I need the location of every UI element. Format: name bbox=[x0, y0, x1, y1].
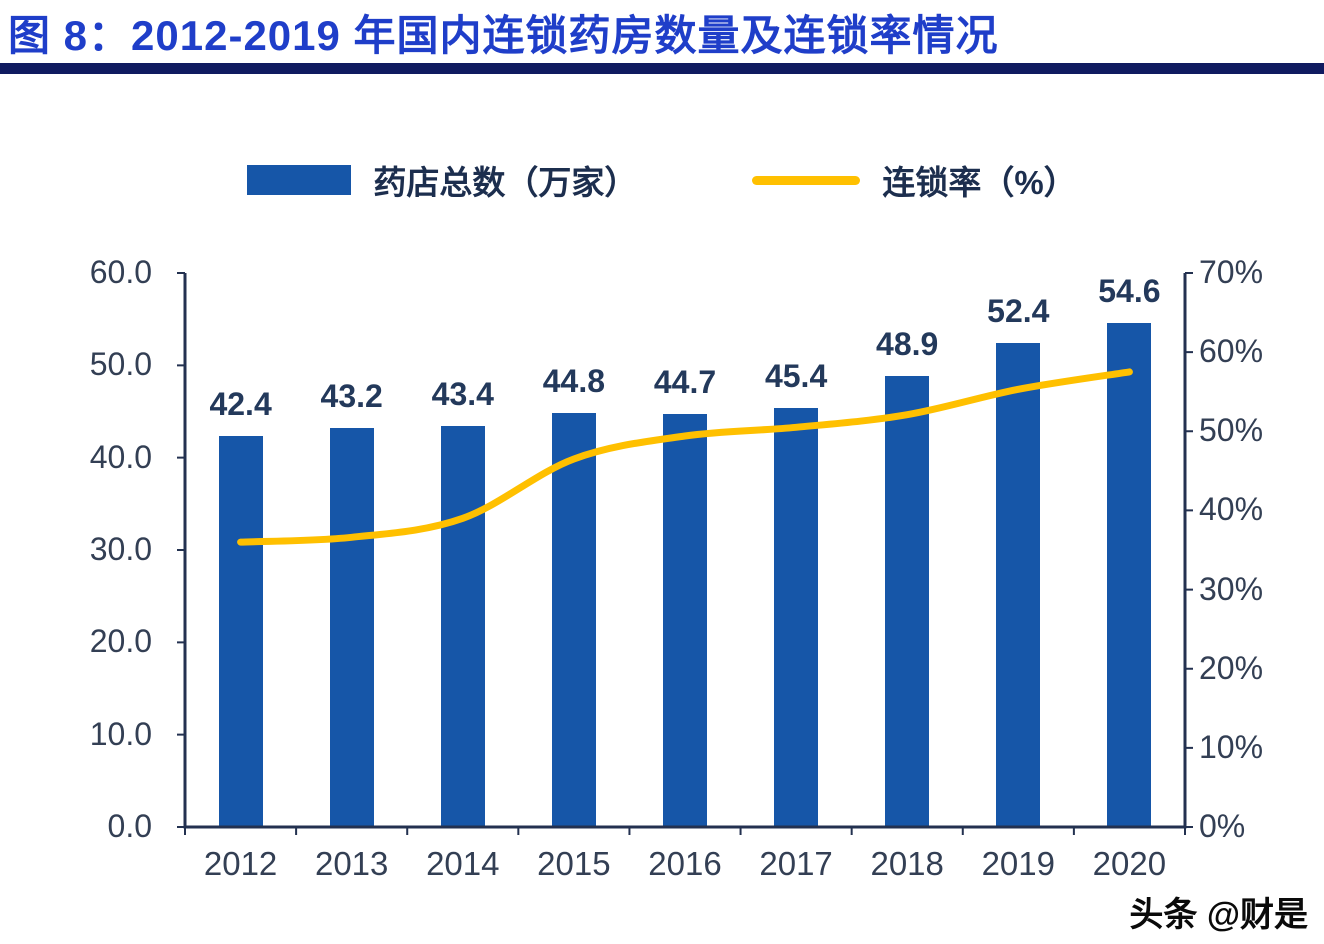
bar-value-label: 48.9 bbox=[876, 325, 939, 362]
left-axis-tick-label: 10.0 bbox=[89, 715, 152, 752]
bar-series-swatch bbox=[247, 165, 352, 195]
left-axis-tick-label: 20.0 bbox=[89, 623, 152, 660]
bar-2013 bbox=[329, 428, 374, 826]
x-tick-label: 2015 bbox=[537, 845, 611, 882]
bar-series-label: 药店总数（万家） bbox=[373, 164, 638, 201]
x-tick-label: 2014 bbox=[426, 845, 500, 882]
right-axis-tick-label: 40% bbox=[1199, 491, 1264, 528]
right-axis-tick-label: 10% bbox=[1199, 728, 1264, 765]
line-series-label: 连锁率（%） bbox=[882, 164, 1077, 201]
bar-2019 bbox=[996, 343, 1041, 826]
bar-value-label: 45.4 bbox=[764, 357, 828, 394]
right-axis-tick-label: 30% bbox=[1199, 570, 1264, 607]
bar-2020 bbox=[1107, 322, 1152, 826]
left-axis-tick-label: 40.0 bbox=[89, 438, 152, 475]
left-axis-tick-label: 60.0 bbox=[89, 254, 152, 290]
right-axis-tick-label: 60% bbox=[1199, 333, 1264, 370]
bar-2014 bbox=[440, 426, 485, 826]
bar-2012 bbox=[218, 435, 263, 826]
line-series-swatch bbox=[752, 175, 861, 185]
title-underline-bar bbox=[0, 63, 1324, 74]
left-axis-tick-label: 0.0 bbox=[107, 808, 152, 844]
right-axis-tick-label: 0% bbox=[1199, 808, 1246, 844]
chart-title: 图 8：2012-2019 年国内连锁药房数量及连锁率情况 bbox=[8, 12, 999, 59]
legend-item-line: 连锁率（%） bbox=[752, 156, 1077, 204]
left-axis-tick-label: 30.0 bbox=[89, 531, 152, 567]
legend: 药店总数（万家） 连锁率（%） bbox=[0, 156, 1324, 204]
x-tick-label: 2019 bbox=[981, 845, 1055, 882]
legend-item-bars: 药店总数（万家） bbox=[247, 156, 637, 204]
bar-2015 bbox=[551, 413, 596, 826]
bar-2018 bbox=[885, 375, 930, 826]
bar-2017 bbox=[774, 407, 819, 826]
x-tick-label: 2018 bbox=[870, 845, 944, 882]
right-axis-tick-label: 20% bbox=[1199, 649, 1264, 686]
bar-2016 bbox=[663, 414, 707, 826]
x-tick-label: 2012 bbox=[203, 845, 278, 882]
watermark: 头条 @财是 bbox=[1129, 896, 1308, 934]
left-axis-tick-label: 50.0 bbox=[89, 346, 152, 383]
x-tick-label: 2013 bbox=[314, 845, 389, 882]
right-axis-tick-label: 50% bbox=[1199, 412, 1264, 449]
x-tick-label: 2020 bbox=[1092, 845, 1167, 882]
right-axis-tick-label: 70% bbox=[1199, 254, 1264, 290]
x-tick-label: 2017 bbox=[759, 845, 833, 882]
x-tick-label: 2016 bbox=[648, 845, 722, 882]
bar-value-label: 54.6 bbox=[1098, 272, 1161, 309]
